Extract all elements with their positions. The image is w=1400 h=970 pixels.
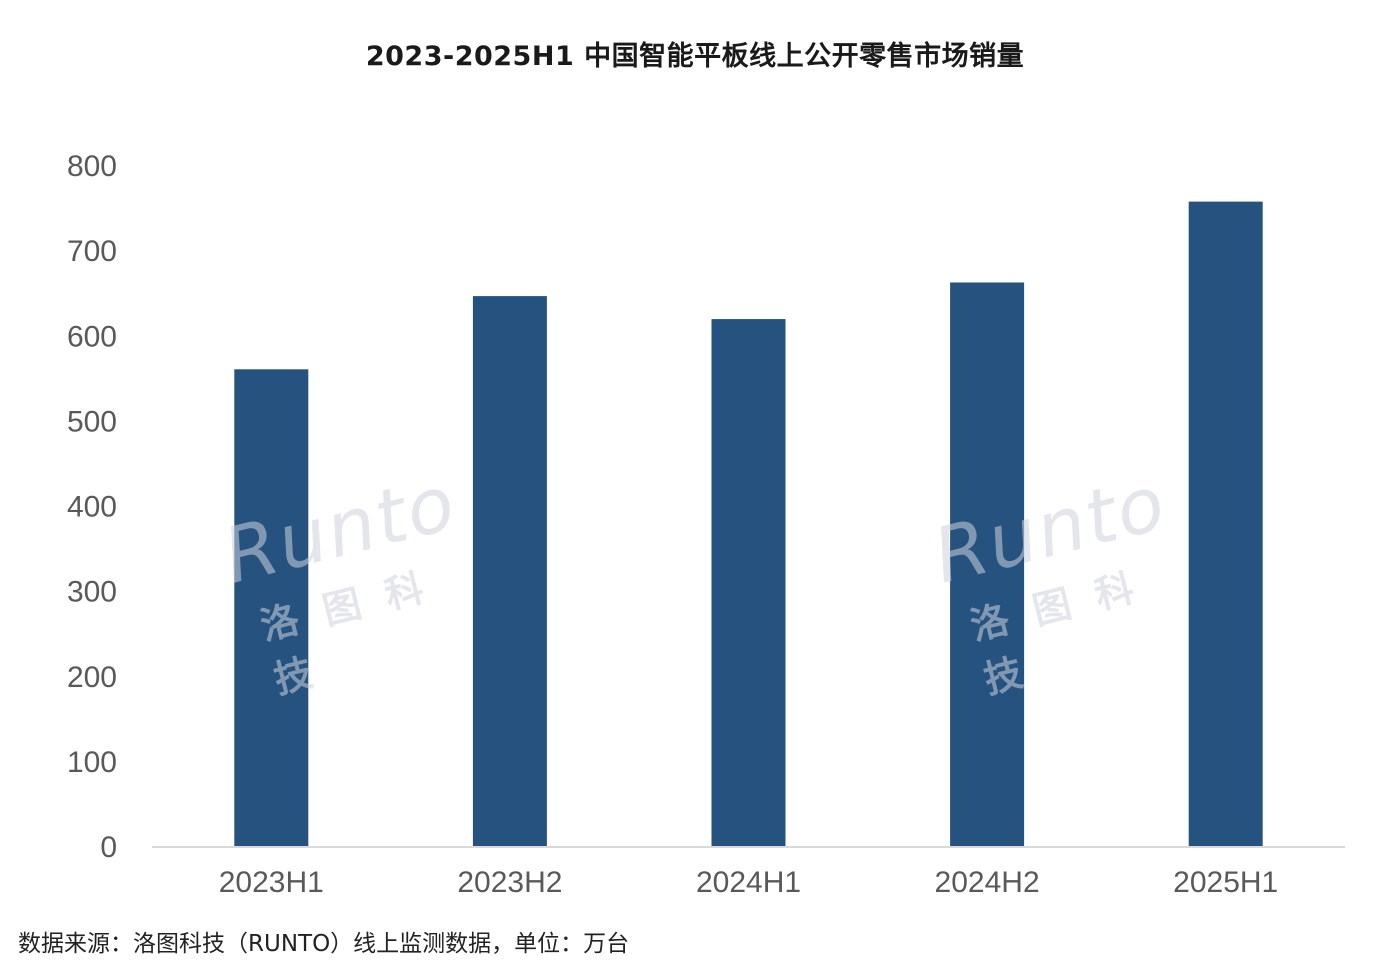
bar-2024H2 xyxy=(950,282,1025,846)
bar-2024H1 xyxy=(711,319,786,846)
x-tick-label: 2023H1 xyxy=(219,866,324,899)
x-tick-label: 2023H2 xyxy=(457,866,562,899)
y-tick-label: 200 xyxy=(67,661,117,694)
y-tick-label: 400 xyxy=(67,491,117,524)
y-tick-label: 800 xyxy=(67,150,117,183)
bar-2023H2 xyxy=(472,296,547,846)
chart-title: 2023-2025H1 中国智能平板线上公开零售市场销量 xyxy=(365,41,1025,72)
y-tick-label: 600 xyxy=(67,320,117,353)
x-tick-label: 2024H1 xyxy=(696,866,801,899)
x-tick-label: 2025H1 xyxy=(1173,866,1278,899)
y-tick-label: 500 xyxy=(67,405,117,438)
y-tick-label: 0 xyxy=(100,831,117,864)
y-tick-label: 300 xyxy=(67,576,117,609)
y-tick-label: 700 xyxy=(67,235,117,268)
y-axis-ticks: 0 100 200 300 400 500 600 700 800 xyxy=(67,150,117,864)
bar-2025H1 xyxy=(1188,201,1263,846)
x-tick-label: 2024H2 xyxy=(935,866,1040,899)
x-axis-ticks: 2023H1 2023H2 2024H1 2024H2 2025H1 xyxy=(219,866,1278,899)
y-tick-label: 100 xyxy=(67,746,117,779)
source-note: 数据来源：洛图科技（RUNTO）线上监测数据，单位：万台 xyxy=(18,931,630,957)
bar-2023H1 xyxy=(234,369,309,846)
bars xyxy=(234,201,1263,846)
